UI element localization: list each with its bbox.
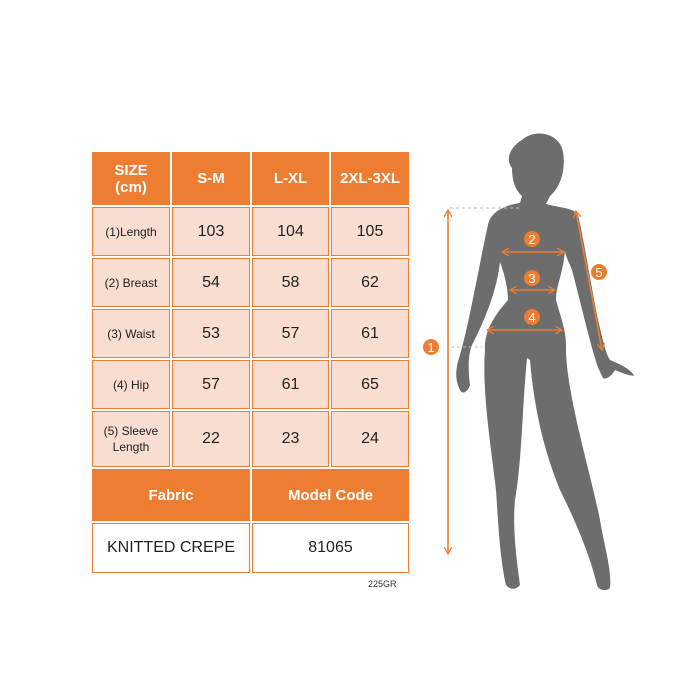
cell-value: 22 — [170, 409, 252, 469]
cell-value: 104 — [250, 205, 331, 258]
cell-value: 24 — [329, 409, 411, 469]
marker-5: 5 — [595, 265, 602, 280]
cell-value: 103 — [170, 205, 252, 258]
marker-4: 4 — [528, 310, 535, 325]
cell-value: 62 — [329, 256, 411, 309]
row-label: (4) Hip — [90, 358, 172, 411]
table-row: (2) Breast 54 58 62 — [90, 256, 411, 309]
marker-3: 3 — [528, 271, 535, 286]
sku-label: 225GR — [368, 579, 397, 589]
row-label: (3) Waist — [90, 307, 172, 360]
row-label: (5) Sleeve Length — [90, 409, 172, 469]
marker-2-circle — [524, 231, 540, 247]
model-code-value: 81065 — [250, 521, 411, 575]
table-row: (3) Waist 53 57 61 — [90, 307, 411, 360]
size-chart-table: SIZE (cm) S-M L-XL 2XL-3XL (1)Length 103 … — [90, 150, 411, 575]
size-header-line1: SIZE — [114, 161, 148, 179]
row-label: (1)Length — [90, 205, 172, 258]
guide-lines — [450, 207, 520, 348]
marker-3-circle — [524, 270, 540, 286]
fabric-header: Fabric — [90, 467, 252, 523]
cell-value: 57 — [170, 358, 252, 411]
cell-value: 57 — [250, 307, 331, 360]
table-row: (1)Length 103 104 105 — [90, 205, 411, 258]
row-label-line2: Length — [112, 440, 150, 454]
size-header: SIZE (cm) — [90, 150, 172, 207]
table-header-row: SIZE (cm) S-M L-XL 2XL-3XL — [90, 150, 411, 207]
fabric-header-row: Fabric Model Code — [90, 467, 411, 523]
fabric-value: KNITTED CREPE — [90, 521, 252, 575]
col-header-l-xl: L-XL — [250, 150, 331, 207]
cell-value: 61 — [329, 307, 411, 360]
marker-2: 2 — [528, 232, 535, 247]
fabric-row: KNITTED CREPE 81065 — [90, 521, 411, 575]
cell-value: 58 — [250, 256, 331, 309]
marker-5-circle — [591, 264, 607, 280]
measure-markers: 1 2 3 4 5 — [423, 231, 607, 355]
col-header-2xl-3xl: 2XL-3XL — [329, 150, 411, 207]
table-row: (5) Sleeve Length 22 23 24 — [90, 409, 411, 469]
row-label-line1: (5) Sleeve — [103, 424, 159, 438]
cell-value: 61 — [250, 358, 331, 411]
marker-1: 1 — [427, 340, 434, 355]
marker-4-circle — [524, 309, 540, 325]
measure-arrows — [448, 210, 602, 554]
table-row: (4) Hip 57 61 65 — [90, 358, 411, 411]
marker-1-circle — [423, 339, 439, 355]
col-header-s-m: S-M — [170, 150, 252, 207]
cell-value: 54 — [170, 256, 252, 309]
model-code-header: Model Code — [250, 467, 411, 523]
cell-value: 23 — [250, 409, 331, 469]
size-header-line2: (cm) — [115, 178, 147, 196]
cell-value: 53 — [170, 307, 252, 360]
silhouette — [456, 133, 634, 591]
cell-value: 65 — [329, 358, 411, 411]
sleeve-arrow — [576, 211, 602, 350]
cell-value: 105 — [329, 205, 411, 258]
row-label: (2) Breast — [90, 256, 172, 309]
